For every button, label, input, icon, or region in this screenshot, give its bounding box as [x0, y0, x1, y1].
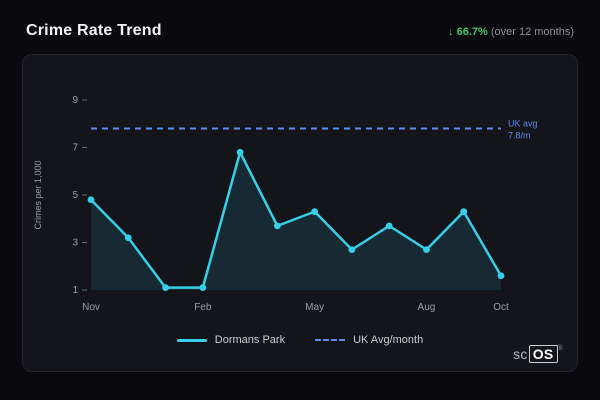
- trend-percentage: 66.7%: [456, 26, 488, 38]
- trend-down-arrow: ↓: [448, 26, 454, 38]
- y-tick-label: 5: [72, 190, 78, 201]
- y-tick-label: 7: [72, 143, 78, 154]
- x-tick-label: Feb: [194, 302, 212, 313]
- page-title: Crime Rate Trend: [26, 22, 162, 39]
- area-fill: [91, 152, 501, 290]
- data-point: [273, 222, 281, 230]
- y-tick-label: 3: [72, 238, 78, 249]
- logo-os-badge: OS: [528, 345, 558, 363]
- data-point: [87, 196, 95, 204]
- chart-legend: Dormans Park UK Avg/month: [23, 334, 577, 346]
- legend-label: UK Avg/month: [353, 334, 424, 346]
- data-point: [236, 148, 244, 156]
- trend-caption: (over 12 months): [490, 26, 574, 38]
- x-tick-label: Oct: [493, 302, 509, 313]
- registered-mark: ®: [557, 345, 563, 352]
- data-point: [162, 284, 169, 292]
- data-point: [311, 208, 319, 216]
- x-tick-label: May: [305, 302, 324, 313]
- data-point: [497, 272, 505, 280]
- legend-item-dormans-park[interactable]: Dormans Park: [176, 334, 286, 346]
- y-axis-label: Crimes per 1,000: [33, 160, 43, 229]
- crime-trend-chart: Crimes per 1,000 1 3 5 7 9 Nov Feb May Aug Oct UK a…: [33, 95, 538, 313]
- uk-avg-label: UK avg: [508, 119, 538, 129]
- scos-logo: sc OS ®: [513, 345, 563, 363]
- data-point: [385, 222, 393, 230]
- legend-label: Dormans Park: [214, 334, 286, 346]
- data-point: [348, 246, 356, 254]
- data-point: [199, 284, 207, 292]
- dormans-park-line: [89, 151, 503, 289]
- data-point: [460, 208, 468, 216]
- data-point: [423, 246, 430, 254]
- data-point: [124, 234, 132, 242]
- solid-line-swatch: [176, 338, 207, 342]
- page-header: Crime Rate Trend ↓ 66.7% (over 12 months…: [0, 0, 600, 54]
- logo-prefix: sc: [513, 346, 528, 362]
- x-tick-label: Nov: [82, 302, 100, 313]
- legend-item-uk-avg[interactable]: UK Avg/month: [315, 334, 423, 346]
- dashed-line-swatch: [315, 339, 346, 341]
- uk-avg-value-label: 7.8/m: [508, 131, 531, 141]
- chart-card: Crimes per 1,000 1 3 5 7 9 Nov Feb May Aug Oct UK a…: [22, 54, 578, 372]
- y-tick-label: 1: [72, 285, 78, 296]
- x-tick-label: Aug: [418, 302, 436, 313]
- trend-summary: ↓ 66.7% (over 12 months): [448, 26, 574, 38]
- y-tick-label: 9: [72, 95, 78, 106]
